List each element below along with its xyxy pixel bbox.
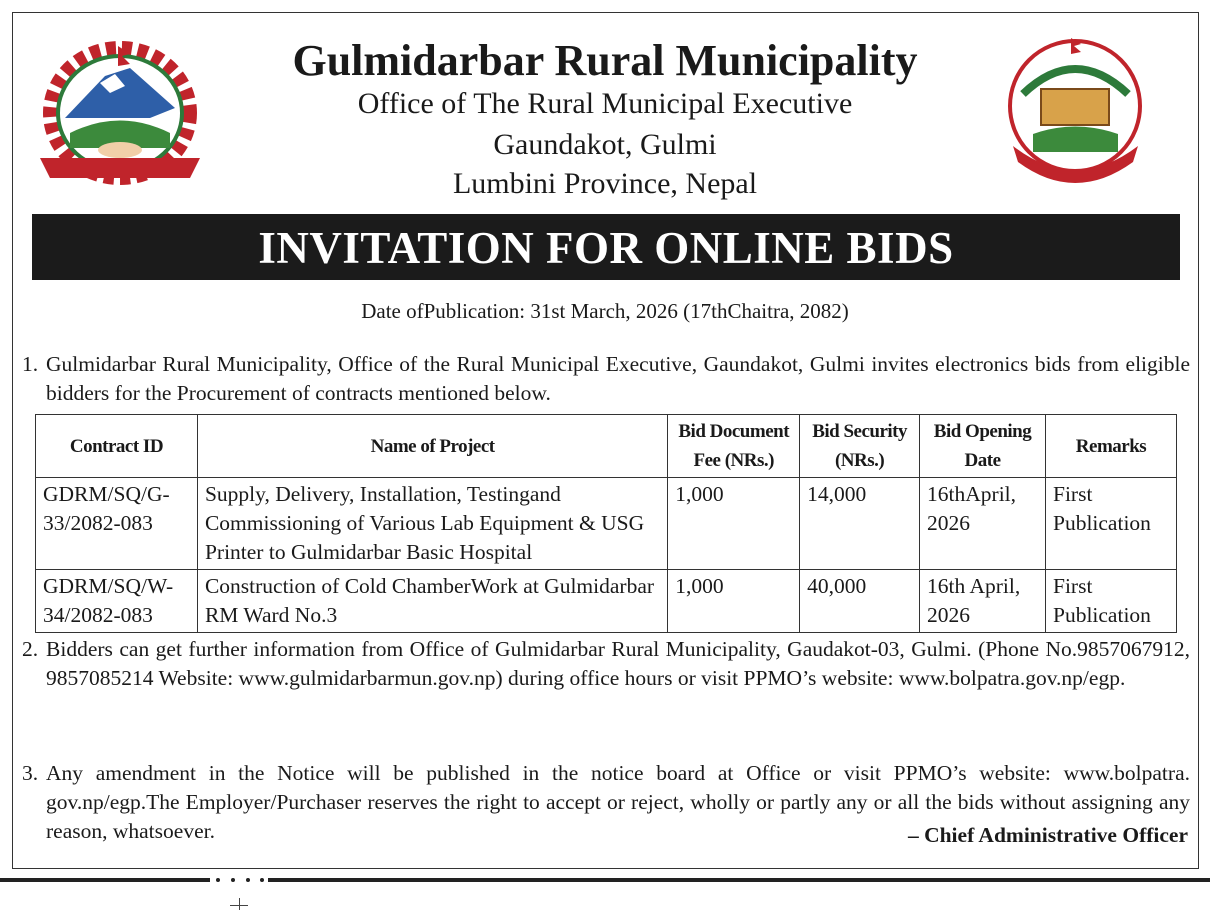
paragraph-number: 2. — [22, 637, 39, 661]
column-header: Bid Security (NRs.) — [799, 414, 921, 478]
opening-date-cell: 16thApril, 2026 — [919, 477, 1046, 570]
signature: – Chief Administrative Officer — [907, 823, 1188, 847]
notice-border — [12, 12, 1199, 869]
paragraph-text: Any amendment in the Notice will be publ… — [46, 761, 1190, 843]
remarks-cell: First Publication — [1044, 477, 1178, 570]
paragraph-text: Gulmidarbar Rural Municipality, Office o… — [46, 352, 1190, 405]
project-name-cell: Construction of Cold ChamberWork at Gulm… — [196, 569, 669, 633]
municipality-title: Gulmidarbar Rural Municipality — [292, 36, 918, 85]
column-header: Contract ID — [35, 414, 198, 478]
contract-id-cell: GDRM/SQ/G-33/2082-083 — [35, 477, 198, 570]
contracts-table: Contract ID Name of Project Bid Document… — [35, 414, 1178, 633]
contract-id-cell: GDRM/SQ/W-34/2082-083 — [35, 569, 198, 633]
table-row: GDRM/SQ/W-34/2082-083 Construction of Co… — [35, 569, 1178, 633]
table-header-row: Contract ID Name of Project Bid Document… — [35, 414, 1178, 478]
bid-security-cell: 14,000 — [799, 477, 921, 570]
nepal-emblem-logo — [40, 41, 200, 185]
paragraph-3: 3. Any amendment in the Notice will be p… — [22, 759, 1190, 846]
table-row: GDRM/SQ/G-33/2082-083 Supply, Delivery, … — [35, 477, 1178, 570]
rule-dot — [216, 878, 220, 882]
document-fee-cell: 1,000 — [667, 477, 801, 570]
paragraph-number: 3. — [22, 761, 39, 785]
office-name: Office of The Rural Municipal Executive — [357, 87, 853, 120]
paragraph-text: Bidders can get further information from… — [46, 637, 1190, 690]
bottom-rule-right — [268, 878, 1210, 882]
opening-date-cell: 16th April, 2026 — [919, 569, 1046, 633]
rule-dot — [246, 878, 250, 882]
crop-mark — [239, 898, 240, 910]
paragraph-1: 1. Gulmidarbar Rural Municipality, Offic… — [22, 350, 1190, 408]
bottom-rule-left — [0, 878, 210, 882]
municipality-seal-logo — [1008, 38, 1142, 183]
column-header: Remarks — [1044, 414, 1178, 478]
bid-security-cell: 40,000 — [799, 569, 921, 633]
rule-dot — [260, 878, 264, 882]
paragraph-number: 1. — [22, 352, 39, 376]
paragraph-2: 2. Bidders can get further information f… — [22, 635, 1190, 693]
rule-dot — [231, 878, 235, 882]
address-line-2: Lumbini Province, Nepal — [452, 167, 758, 200]
column-header: Bid Document Fee (NRs.) — [667, 414, 801, 478]
remarks-cell: First Publication — [1044, 569, 1178, 633]
address-line-1: Gaundakot, Gulmi — [493, 128, 717, 161]
notice-banner: INVITATION FOR ONLINE BIDS — [32, 214, 1180, 280]
column-header: Bid Opening Date — [919, 414, 1046, 478]
column-header: Name of Project — [196, 414, 669, 478]
publication-date: Date ofPublication: 31st March, 2026 (17… — [361, 299, 849, 323]
document-fee-cell: 1,000 — [667, 569, 801, 633]
project-name-cell: Supply, Delivery, Installation, Testinga… — [196, 477, 669, 570]
